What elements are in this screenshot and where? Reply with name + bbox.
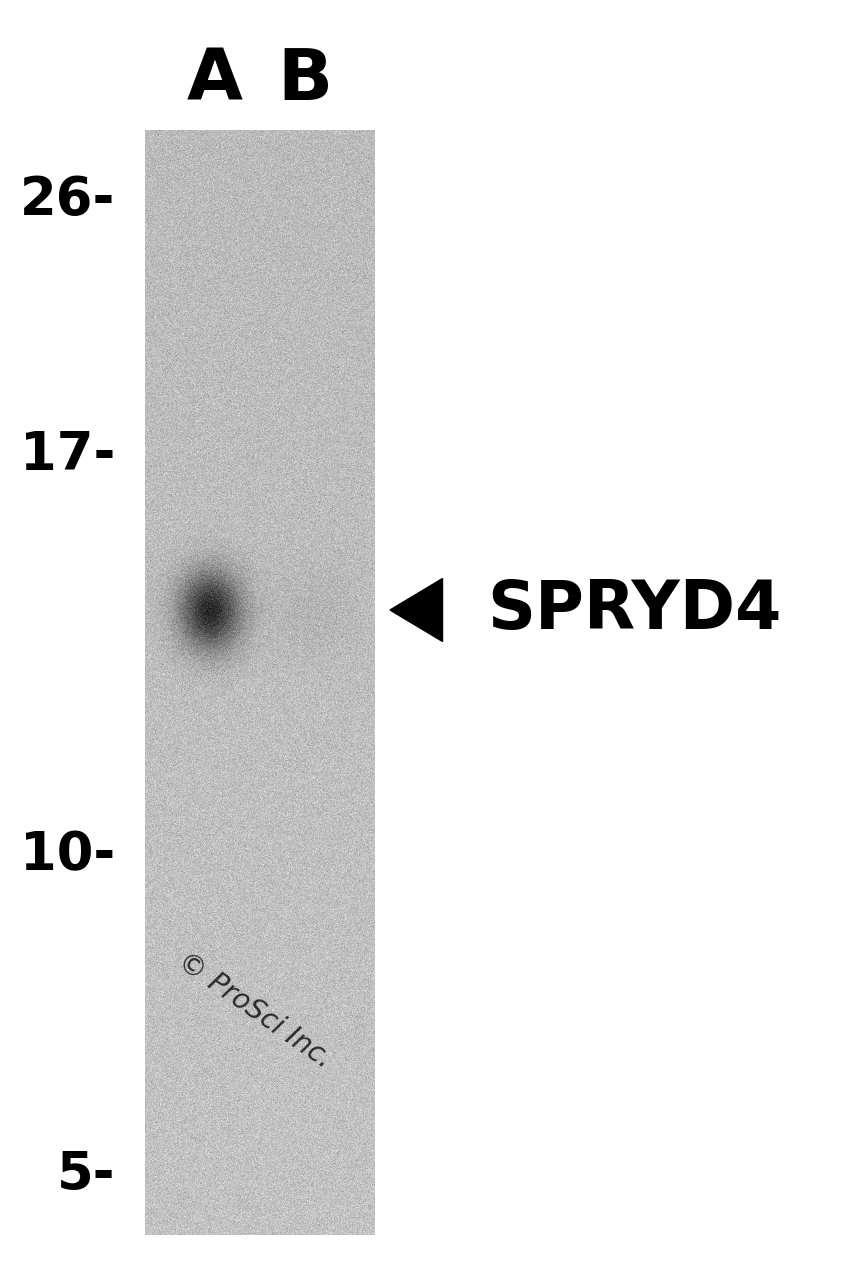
- Text: © ProSci Inc.: © ProSci Inc.: [172, 947, 337, 1074]
- Text: 17-: 17-: [20, 429, 115, 481]
- Text: 10-: 10-: [20, 829, 115, 881]
- Text: A: A: [187, 46, 243, 114]
- Text: B: B: [277, 46, 333, 114]
- Text: SPRYD4: SPRYD4: [487, 577, 782, 643]
- Polygon shape: [390, 579, 443, 641]
- Text: 26-: 26-: [20, 174, 115, 227]
- Text: 5-: 5-: [57, 1149, 115, 1201]
